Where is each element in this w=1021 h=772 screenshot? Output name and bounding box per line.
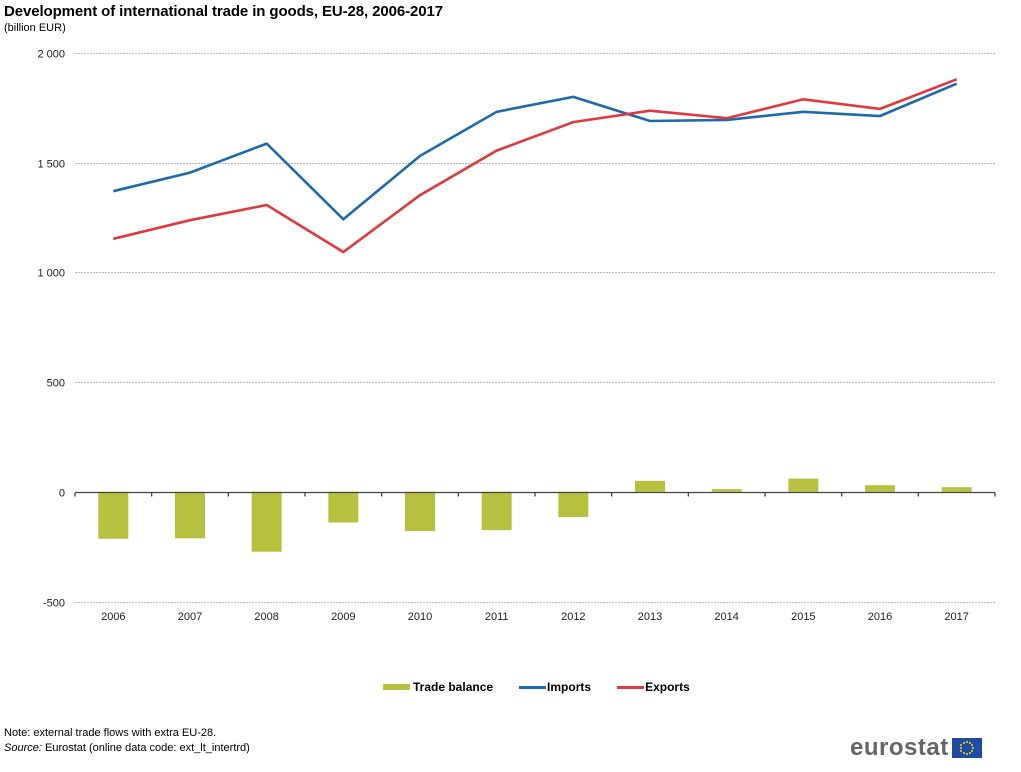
y-tick-label: 500 bbox=[47, 378, 65, 390]
bar-trade-balance-2009 bbox=[328, 491, 359, 523]
flag-star bbox=[962, 752, 965, 755]
x-tick-label: 2013 bbox=[638, 611, 662, 623]
y-tick-label: 1 000 bbox=[37, 268, 65, 280]
x-tick-label: 2011 bbox=[485, 611, 509, 623]
x-axis bbox=[74, 491, 996, 497]
x-tick-label: 2017 bbox=[944, 611, 968, 623]
legend-label: Exports bbox=[645, 680, 690, 694]
y-tick-label: 0 bbox=[59, 488, 65, 500]
trade-balance-bars bbox=[98, 478, 972, 552]
bar-trade-balance-2007 bbox=[175, 491, 205, 539]
x-tick-label: 2008 bbox=[254, 611, 278, 623]
x-tick-label: 2012 bbox=[561, 611, 585, 623]
footnote: Note: external trade flows with extra EU… bbox=[4, 726, 250, 756]
x-axis-tick-labels: 2006 2007 2008 2009 2010 2011 2012 2013 2014 2015… bbox=[101, 611, 969, 623]
source-text: Eurostat (online data code: ext_lt_inter… bbox=[44, 742, 250, 754]
bar-trade-balance-2012 bbox=[558, 491, 589, 518]
bar-trade-balance-2016 bbox=[865, 485, 895, 492]
bar-trade-balance-2006 bbox=[98, 491, 129, 539]
flag-star bbox=[970, 750, 973, 752]
chart-subtitle: (billion EUR) bbox=[4, 22, 66, 34]
flag-star bbox=[965, 753, 968, 755]
source-line: Source: Eurostat (online data code: ext_… bbox=[4, 741, 250, 756]
y-axis-ticks: 2 000 1 500 1 000 500 0 -500 bbox=[37, 49, 65, 610]
bar-trade-balance-2015 bbox=[788, 478, 819, 492]
bar-trade-balance-2008 bbox=[251, 491, 282, 552]
legend-item-imports[interactable]: Imports bbox=[519, 680, 591, 694]
legend-item-exports[interactable]: Exports bbox=[617, 680, 690, 694]
flag-star bbox=[960, 744, 963, 746]
note-text: Note: external trade flows with extra EU… bbox=[4, 727, 217, 739]
bar-trade-balance-2010 bbox=[405, 491, 435, 532]
flag-star bbox=[965, 741, 968, 743]
flag-star bbox=[962, 741, 965, 744]
exports-swatch bbox=[617, 685, 645, 689]
x-tick-label: 2015 bbox=[791, 611, 815, 623]
x-tick-label: 2009 bbox=[331, 611, 355, 623]
x-tick-label: 2010 bbox=[408, 611, 432, 623]
eurostat-logo: eurostat bbox=[850, 734, 982, 762]
source-label: Source: bbox=[4, 742, 42, 754]
line-series bbox=[112, 78, 958, 254]
x-tick-label: 2007 bbox=[178, 611, 202, 623]
eu-flag-icon bbox=[951, 738, 982, 758]
bar-trade-balance-2011 bbox=[481, 491, 512, 531]
line-exports bbox=[112, 78, 958, 254]
flag-star bbox=[968, 741, 971, 744]
legend-item-trade-balance[interactable]: Trade balance bbox=[383, 680, 493, 694]
legend: Trade balance Imports Exports bbox=[383, 680, 716, 694]
gridlines bbox=[75, 53, 995, 603]
x-tick-label: 2016 bbox=[868, 611, 892, 623]
flag-star bbox=[959, 747, 962, 749]
chart-plot: 2 000 1 500 1 000 500 0 -500 2006 2007 2008 2009… bbox=[37, 49, 996, 623]
x-tick-label: 2014 bbox=[714, 611, 738, 623]
legend-label: Imports bbox=[547, 680, 592, 694]
flag-star bbox=[968, 752, 971, 755]
y-tick-label: 2 000 bbox=[37, 49, 65, 61]
imports-swatch bbox=[519, 685, 547, 689]
legend-label: Trade balance bbox=[413, 680, 494, 694]
flag-star bbox=[960, 750, 963, 752]
logo-text: eurostat bbox=[850, 734, 949, 761]
bar-trade-balance-2014 bbox=[711, 489, 742, 492]
y-tick-label: -500 bbox=[43, 598, 65, 610]
y-tick-label: 1 500 bbox=[37, 159, 65, 171]
x-tick-label: 2006 bbox=[101, 611, 125, 623]
bar-trade-balance-2013 bbox=[635, 480, 665, 492]
line-imports bbox=[112, 82, 958, 222]
bar-trade-balance-2017 bbox=[941, 487, 972, 492]
trade-balance-swatch bbox=[383, 684, 410, 690]
flag-star bbox=[970, 744, 973, 746]
flag-star bbox=[971, 747, 974, 749]
chart-title: Development of international trade in go… bbox=[4, 3, 444, 20]
